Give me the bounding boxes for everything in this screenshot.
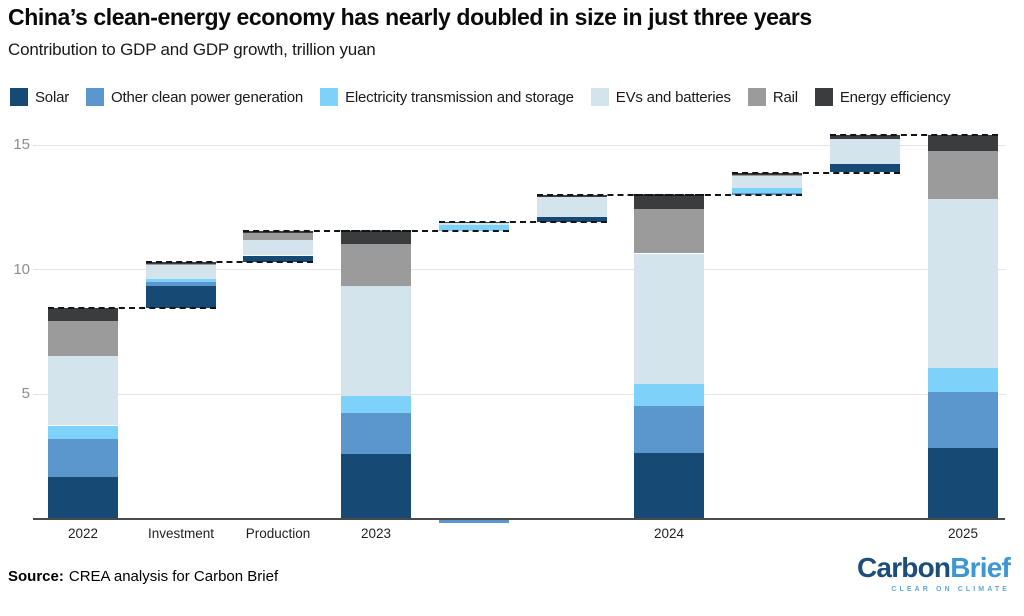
source-label: Source:	[8, 568, 64, 585]
waterfall-connector	[537, 193, 704, 196]
legend-swatch-rail	[747, 88, 766, 106]
bar-segment-solar	[48, 476, 118, 519]
bar-segment-et	[928, 368, 998, 392]
bar-segment-ee	[732, 172, 802, 175]
bar-segment-other	[146, 282, 216, 286]
gridline-5	[33, 393, 1005, 395]
logo-carbon: Carbon	[857, 552, 951, 583]
x-axis-label-production: Production	[245, 526, 311, 541]
legend-swatch-solar	[10, 88, 28, 106]
x-axis-label-2024: 2024	[653, 526, 685, 541]
legend-item-ee: Energy efficiency	[814, 88, 951, 106]
negative-segment-other	[439, 520, 509, 523]
bar-segment-evs	[537, 197, 607, 217]
legend-item-other: Other clean power generation	[86, 88, 303, 106]
bar-segment-other	[341, 413, 411, 455]
legend-label: Rail	[772, 88, 798, 106]
legend-label: Solar	[35, 88, 70, 106]
bar-segment-other	[928, 391, 998, 448]
bar-segment-rail	[634, 208, 704, 254]
bar-segment-solar	[830, 163, 900, 173]
x-axis-label-2023: 2023	[360, 526, 392, 541]
logo-tagline: CLEAR ON CLIMATE	[891, 586, 1010, 593]
bar-segment-et	[341, 395, 411, 414]
bar-segment-rail	[48, 320, 118, 356]
bar-segment-evs	[341, 285, 411, 396]
bar-segment-evs	[243, 239, 313, 256]
legend-item-rail: Rail	[747, 88, 798, 106]
legend-swatch-other	[86, 88, 105, 106]
chart-title: China’s clean-energy economy has nearly …	[8, 4, 812, 30]
waterfall-connector	[830, 134, 998, 137]
logo-brief: Brief	[950, 552, 1011, 583]
bar-segment-other	[48, 439, 118, 477]
legend-label: Other clean power generation	[111, 88, 304, 106]
legend-item-et: Electricity transmission and storage	[320, 88, 574, 106]
legend-label: EVs and batteries	[615, 88, 731, 106]
gridline-15	[33, 144, 1005, 146]
bar-segment-rail	[928, 151, 998, 199]
waterfall-connector	[146, 261, 313, 264]
gridline-10	[33, 269, 1005, 271]
y-axis-label-5: 5	[21, 385, 30, 403]
bar-segment-ee	[928, 135, 998, 152]
bar-segment-ee	[48, 308, 118, 321]
bar-segment-rail	[341, 243, 411, 286]
bar-segment-ee	[830, 135, 900, 139]
legend-swatch-evs	[590, 88, 609, 106]
x-axis-line	[33, 518, 1005, 520]
legend-item-solar: Solar	[10, 88, 69, 106]
bar-segment-solar	[928, 447, 998, 519]
bar-segment-rail	[243, 233, 313, 240]
bar-segment-other	[634, 405, 704, 453]
bar-segment-evs	[732, 175, 802, 188]
waterfall-connector	[732, 171, 900, 174]
bar-segment-et	[732, 187, 802, 193]
bar-segment-ee	[341, 231, 411, 244]
carbonbrief-logo: CarbonBrief CLEAR ON CLIMATE	[857, 552, 1011, 594]
bar-segment-solar	[146, 285, 216, 309]
waterfall-connector	[634, 193, 802, 196]
legend-label: Energy efficiency	[839, 88, 951, 106]
x-axis-label-2022: 2022	[67, 526, 99, 541]
bar-segment-rail	[146, 264, 216, 266]
bar-segment-et	[439, 224, 509, 231]
waterfall-connector	[48, 307, 216, 310]
bar-segment-evs	[830, 138, 900, 164]
x-axis-label-2025: 2025	[947, 526, 979, 541]
legend-swatch-et	[320, 88, 339, 106]
bar-segment-evs	[48, 355, 118, 426]
waterfall-connector	[439, 221, 607, 224]
source-text: CREA analysis for Carbon Brief	[68, 568, 279, 585]
bar-segment-solar	[537, 216, 607, 223]
source-line: Source: CREA analysis for Carbon Brief	[8, 568, 278, 585]
bar-segment-evs	[928, 198, 998, 369]
bar-segment-evs	[146, 264, 216, 279]
chart-subtitle: Contribution to GDP and GDP growth, tril…	[8, 40, 376, 59]
bar-segment-et	[634, 384, 704, 406]
carbonbrief-logo-text: CarbonBrief	[857, 552, 1011, 583]
bar-segment-solar	[243, 255, 313, 263]
bar-segment-solar	[341, 454, 411, 519]
bar-segment-ee	[243, 231, 313, 234]
legend-item-evs: EVs and batteries	[590, 88, 731, 106]
bar-segment-ee	[146, 262, 216, 265]
bar-segment-evs	[634, 253, 704, 385]
x-axis-label-investment: Investment	[147, 526, 215, 541]
bar-segment-et	[48, 425, 118, 440]
bar-segment-evs	[439, 223, 509, 225]
bar-segment-solar	[634, 452, 704, 519]
bar-segment-et	[146, 278, 216, 283]
y-axis-label-15: 15	[13, 136, 30, 154]
y-axis-label-10: 10	[13, 260, 30, 278]
chart-legend: Solar Other clean power generation Electri…	[10, 88, 1016, 106]
bar-segment-ee	[634, 194, 704, 209]
bar-segment-ee	[537, 194, 607, 198]
waterfall-connector	[243, 230, 411, 233]
waterfall-connector	[341, 230, 509, 233]
bar-segment-rail	[732, 174, 802, 176]
legend-label: Electricity transmission and storage	[345, 88, 574, 106]
legend-swatch-ee	[814, 88, 833, 106]
